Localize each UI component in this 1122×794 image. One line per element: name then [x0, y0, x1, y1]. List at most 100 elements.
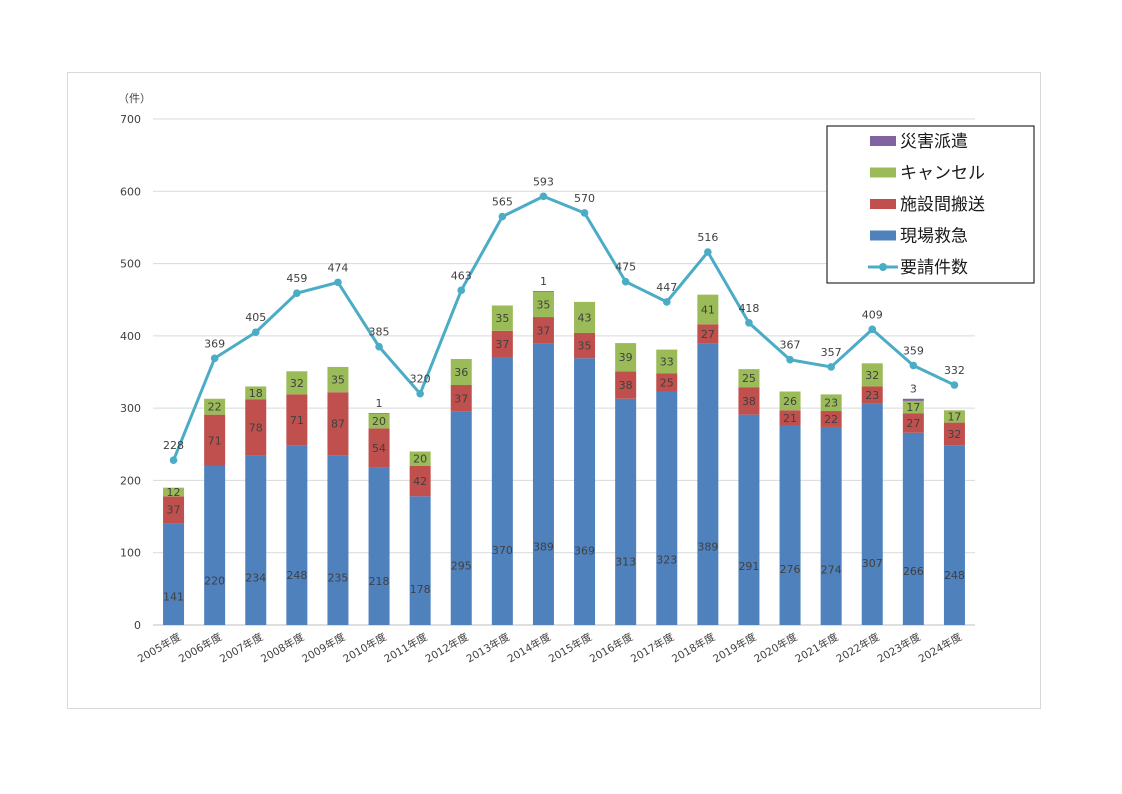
legend-entry: 施設間搬送 [900, 195, 985, 215]
bar-segment [902, 432, 924, 625]
line-data-label: 516 [697, 231, 718, 244]
bar-segment [491, 357, 513, 625]
data-label: 266 [903, 565, 924, 578]
line-data-label: 447 [656, 281, 677, 294]
x-category-label: 2010年度 [341, 630, 389, 665]
line-series [172, 194, 956, 461]
data-label: 218 [369, 575, 390, 588]
bar-segment [779, 410, 801, 426]
bar-segment [245, 386, 267, 400]
data-label: 42 [413, 475, 427, 488]
legend-entry: 現場救急 [900, 227, 968, 247]
bar-segment [450, 411, 472, 625]
data-label: 35 [495, 312, 509, 325]
data-label: 37 [536, 324, 550, 337]
data-label: 17 [906, 401, 920, 414]
y-axis-unit-label: （件） [118, 92, 151, 105]
line-point [786, 355, 794, 364]
bar-segment [574, 301, 596, 333]
data-label: 43 [578, 311, 592, 324]
legend-swatch [870, 167, 896, 178]
legend-entry: 災害派遣 [900, 132, 968, 152]
bar-segment [738, 369, 760, 388]
legend-box [826, 125, 1035, 284]
bar-segment [943, 410, 965, 423]
bar-segment [409, 465, 431, 497]
line-point [909, 361, 918, 370]
line-point [334, 278, 342, 287]
data-label: 32 [865, 369, 879, 382]
bars [163, 291, 965, 625]
line-point [621, 277, 630, 286]
bar-segment [368, 413, 390, 429]
bar-segment [820, 394, 842, 412]
data-label: 389 [533, 540, 554, 553]
bar-segment [327, 455, 349, 625]
data-label: 20 [372, 415, 386, 428]
bar-segment [656, 373, 678, 392]
y-tick-label: 600 [120, 185, 141, 198]
line-point [293, 289, 301, 298]
line-point [457, 286, 466, 295]
bar-segment [409, 451, 431, 466]
bar-segment [697, 324, 719, 344]
bar-segment [204, 398, 226, 415]
line-data-label: 228 [163, 439, 184, 452]
bar-segment [532, 343, 554, 625]
x-category-label: 2005年度 [135, 630, 183, 665]
bar-segment [163, 496, 185, 524]
line-data-label: 409 [862, 308, 883, 321]
bar-segment [697, 343, 719, 625]
x-category-label: 2017年度 [628, 630, 676, 665]
x-category-label: 2008年度 [259, 630, 307, 665]
bar-segment [368, 467, 390, 625]
x-category-label: 2011年度 [382, 630, 430, 665]
data-label: 71 [208, 434, 222, 447]
bar-segment [861, 363, 883, 387]
data-label: 37 [495, 338, 509, 351]
y-tick-label: 700 [120, 113, 141, 126]
bar-segment [902, 413, 924, 433]
x-category-label: 2009年度 [300, 630, 348, 665]
x-category-label: 2016年度 [587, 630, 635, 665]
bar-segment [409, 496, 431, 625]
y-axis-ticks: 0 100 200 300 400 500 600 700 [120, 113, 141, 632]
line-point [950, 381, 959, 389]
line-point [169, 456, 178, 464]
data-label: 27 [701, 328, 715, 341]
x-category-label: 2015年度 [546, 630, 594, 665]
data-label: 38 [742, 395, 756, 408]
data-label: 17 [947, 410, 961, 423]
data-label: 22 [824, 413, 838, 426]
x-category-label: 2022年度 [834, 630, 882, 665]
data-label: 25 [660, 376, 674, 389]
data-label: 295 [451, 559, 472, 572]
data-label: 27 [906, 417, 920, 430]
data-label: 20 [413, 453, 427, 466]
data-label: 234 [245, 572, 266, 585]
data-label: 23 [824, 397, 838, 410]
bar-segment [491, 305, 513, 331]
bar-segment [286, 445, 308, 625]
data-label: 39 [619, 351, 633, 364]
bar-segment [943, 445, 965, 625]
bar-segment [245, 399, 267, 456]
y-tick-label: 500 [120, 258, 141, 271]
bar-segment [943, 422, 965, 446]
x-category-label: 2019年度 [711, 630, 759, 665]
data-label: 307 [862, 557, 883, 570]
x-category-label: 2012年度 [423, 630, 471, 665]
bar-segment [697, 294, 719, 325]
line-data-label: 474 [327, 261, 348, 274]
bar-segment [779, 391, 801, 411]
bar-segment [286, 371, 308, 395]
x-category-label: 2014年度 [505, 630, 553, 665]
line-data-label: 570 [574, 192, 595, 205]
line-point [251, 328, 260, 337]
data-label: 35 [536, 298, 550, 311]
y-tick-label: 200 [120, 474, 141, 487]
line-data-label: 320 [410, 373, 431, 386]
bar-segment [820, 411, 842, 427]
line-point [210, 354, 219, 363]
